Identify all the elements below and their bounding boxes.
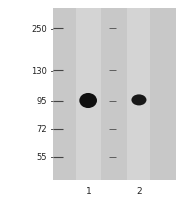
Bar	[76, 9, 101, 180]
Bar	[53, 9, 176, 180]
Text: -: -	[48, 67, 53, 75]
Ellipse shape	[131, 95, 147, 106]
Text: -: -	[48, 153, 53, 161]
Text: 2: 2	[136, 186, 142, 195]
Text: 250: 250	[31, 25, 47, 33]
Text: 130: 130	[31, 67, 47, 75]
Bar	[127, 9, 150, 180]
Text: -: -	[48, 125, 53, 133]
Text: -: -	[48, 25, 53, 33]
Text: 72: 72	[36, 125, 47, 133]
Text: -: -	[48, 97, 53, 105]
Text: 55: 55	[36, 153, 47, 161]
Ellipse shape	[79, 94, 97, 108]
Text: 95: 95	[36, 97, 47, 105]
Text: 1: 1	[86, 186, 91, 195]
